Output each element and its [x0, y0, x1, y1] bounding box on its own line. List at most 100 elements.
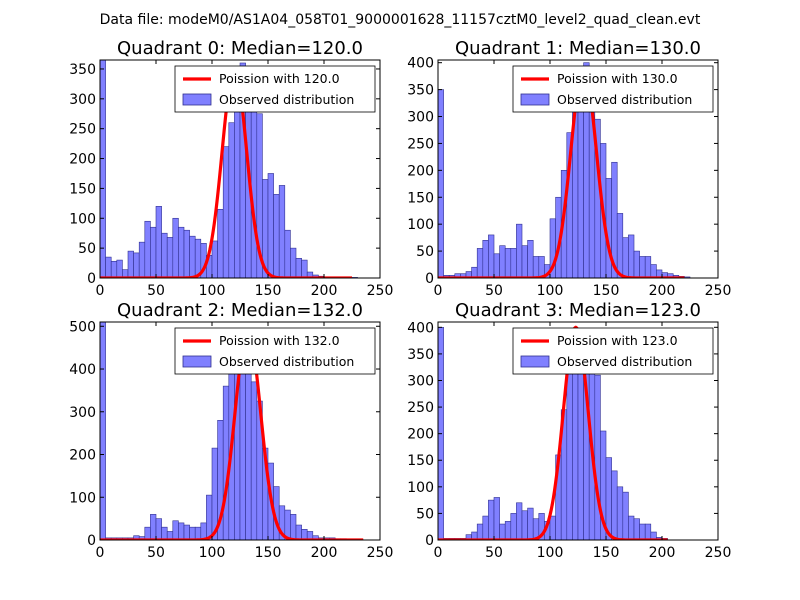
histogram-bar	[155, 518, 162, 540]
y-tick-label: 300	[407, 373, 434, 389]
axes-frame	[437, 59, 719, 279]
histogram-bar	[228, 122, 235, 278]
histogram-bar	[161, 526, 168, 540]
legend-poisson-label: Poission with 120.0	[219, 71, 340, 86]
x-tick-label: 100	[537, 545, 564, 561]
histogram-bar	[150, 226, 157, 278]
legend: Poission with 120.0 Observed distribution	[174, 65, 376, 113]
y-tick-label: 300	[407, 110, 434, 126]
histogram-bar	[566, 369, 573, 540]
histogram-bar	[633, 250, 640, 278]
poisson-curve	[100, 328, 364, 540]
y-tick-label: 0	[87, 271, 96, 287]
quadrant-panels: 0 50 100 150 200 250 0 50 100 150 200 250 300 350 Quad…	[69, 38, 731, 561]
histogram-bar	[245, 351, 252, 540]
histogram-bar	[622, 237, 629, 278]
legend-observed-label: Observed distribution	[219, 92, 354, 107]
axes-frame	[437, 321, 719, 541]
histogram-bar	[521, 510, 528, 540]
histogram-bar	[482, 240, 489, 278]
y-tick-label: 300	[69, 405, 96, 421]
histogram-bar	[622, 491, 629, 540]
histogram-bar	[594, 374, 601, 540]
histogram-bar	[211, 240, 218, 278]
legend-observed-label: Observed distribution	[557, 354, 692, 369]
x-tick-label: 250	[705, 545, 732, 561]
histogram-bar	[100, 322, 106, 540]
y-tick-label: 350	[407, 347, 434, 363]
histogram-bar	[105, 256, 112, 278]
histogram-bar	[284, 229, 291, 278]
histogram-bar	[493, 253, 500, 278]
histogram-bar	[516, 502, 523, 540]
y-tick-label: 50	[416, 244, 434, 260]
y-tick-label: 300	[69, 92, 96, 108]
histogram-bar	[611, 470, 618, 540]
legend-bar-swatch	[520, 355, 550, 368]
y-tick-label: 0	[425, 271, 434, 287]
axes-frame	[99, 59, 381, 279]
histogram-bar	[183, 524, 190, 540]
y-tick-label: 200	[69, 448, 96, 464]
quadrant-title: Quadrant 1: Median=130.0	[455, 38, 701, 59]
y-tick-label: 0	[425, 533, 434, 549]
x-tick-label: 100	[199, 283, 226, 299]
histogram-bar	[278, 185, 286, 278]
histogram-bar	[532, 256, 540, 278]
legend: Poission with 123.0 Observed distribution	[512, 327, 714, 375]
histogram-bar	[549, 515, 556, 540]
x-tick-label: 150	[593, 545, 620, 561]
histogram-bar	[172, 520, 179, 540]
histogram-bar	[628, 515, 635, 540]
x-tick-label: 0	[96, 545, 105, 561]
y-tick-label: 400	[407, 56, 434, 72]
histogram-bar	[616, 486, 624, 540]
histogram-bar	[166, 237, 174, 278]
poisson-curve	[100, 67, 353, 278]
quadrant-2-panel: 0 50 100 150 200 250 0 100 200 300 400 500 Quadrant …	[69, 300, 393, 561]
histogram-bar	[438, 89, 444, 278]
histogram-bar	[155, 206, 162, 278]
histogram-bar	[110, 260, 118, 278]
histogram-bar	[504, 248, 512, 278]
x-tick-label: 200	[311, 545, 338, 561]
quadrant-0-panel: 0 50 100 150 200 250 0 50 100 150 200 250 300 350 Quad…	[69, 38, 393, 299]
histogram-bar	[267, 173, 274, 278]
histogram-bar	[476, 248, 484, 278]
histogram-bar	[178, 522, 185, 540]
histogram-bar	[650, 264, 657, 278]
histogram-bar	[633, 518, 640, 540]
quadrant-title: Quadrant 0: Median=120.0	[117, 38, 363, 59]
x-tick-label: 0	[434, 545, 443, 561]
histogram-bar	[476, 523, 484, 540]
histogram-bar	[295, 257, 302, 278]
histogram-bar	[189, 235, 196, 278]
axes-frame	[99, 321, 381, 541]
histogram-bar	[172, 217, 179, 278]
histogram-bar	[639, 256, 646, 278]
histogram-bar	[499, 523, 506, 540]
histogram-bar	[650, 531, 657, 540]
histogram-bar	[516, 223, 523, 278]
histogram-bar	[644, 523, 652, 540]
x-tick-label: 200	[311, 283, 338, 299]
y-tick-label: 250	[407, 136, 434, 152]
x-tick-label: 100	[199, 545, 226, 561]
y-tick-label: 150	[407, 190, 434, 206]
histogram-bar	[510, 248, 517, 278]
histogram-bar	[144, 526, 151, 540]
histogram-bar	[183, 229, 190, 278]
legend-poisson-label: Poission with 130.0	[557, 71, 678, 86]
legend-poisson-label: Poission with 132.0	[219, 333, 340, 348]
y-tick-label: 200	[407, 427, 434, 443]
y-tick-label: 200	[407, 163, 434, 179]
histogram-bar	[161, 232, 168, 278]
histogram-bar	[616, 213, 624, 278]
histogram-bar	[471, 266, 478, 278]
y-tick-label: 250	[69, 122, 96, 138]
x-tick-label: 50	[485, 283, 503, 299]
histogram-bar	[100, 60, 106, 278]
y-tick-label: 100	[69, 490, 96, 506]
histogram-bar	[301, 259, 308, 278]
histogram-bar	[189, 526, 196, 540]
